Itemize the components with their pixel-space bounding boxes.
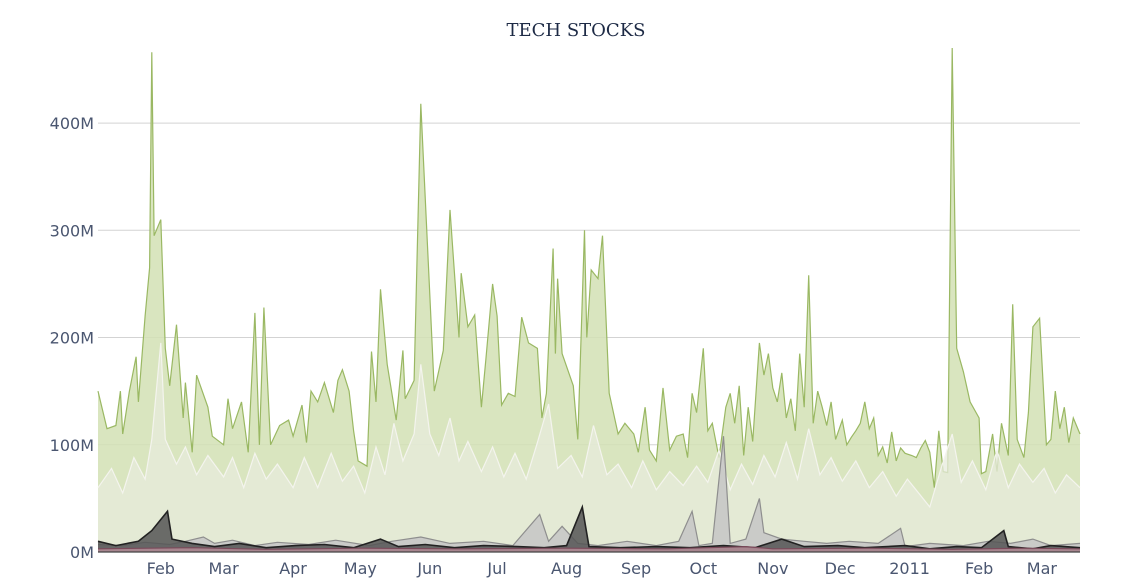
axes: 0M 100M 200M 300M 400M Feb Mar Apr May Jun Jul Aug S… <box>50 114 1080 578</box>
series-line-1 <box>97 342 1081 509</box>
x-tick-label: Aug <box>551 559 582 578</box>
x-tick-label: Feb <box>147 559 175 578</box>
x-tick-label: Mar <box>1027 559 1058 578</box>
x-tick-label: Oct <box>690 559 718 578</box>
y-tick-label: 400M <box>50 114 94 133</box>
series-line-0 <box>97 47 1081 488</box>
x-tick-label: Nov <box>757 559 788 578</box>
y-tick-label: 200M <box>50 329 94 348</box>
chart-title: TECH STOCKS <box>507 20 646 41</box>
x-tick-label: Feb <box>965 559 993 578</box>
x-tick-label: Apr <box>279 559 307 578</box>
series-area-4 <box>98 546 1080 552</box>
series-areas <box>97 47 1081 552</box>
x-tick-label: May <box>344 559 377 578</box>
series-line-3 <box>97 504 1081 550</box>
x-tick-label: Jun <box>416 559 442 578</box>
x-tick-label: 2011 <box>889 559 930 578</box>
series-line-4 <box>97 545 1081 550</box>
series-area-0 <box>98 48 1080 552</box>
x-tick-label: Sep <box>621 559 651 578</box>
y-tick-label: 300M <box>50 221 94 240</box>
x-tick-label: Mar <box>208 559 239 578</box>
x-tick-label: Dec <box>825 559 856 578</box>
x-tick-label: Jul <box>486 559 506 578</box>
series-area-2 <box>98 436 1080 552</box>
y-tick-label: 0M <box>70 543 94 562</box>
y-tick-label: 100M <box>50 436 94 455</box>
